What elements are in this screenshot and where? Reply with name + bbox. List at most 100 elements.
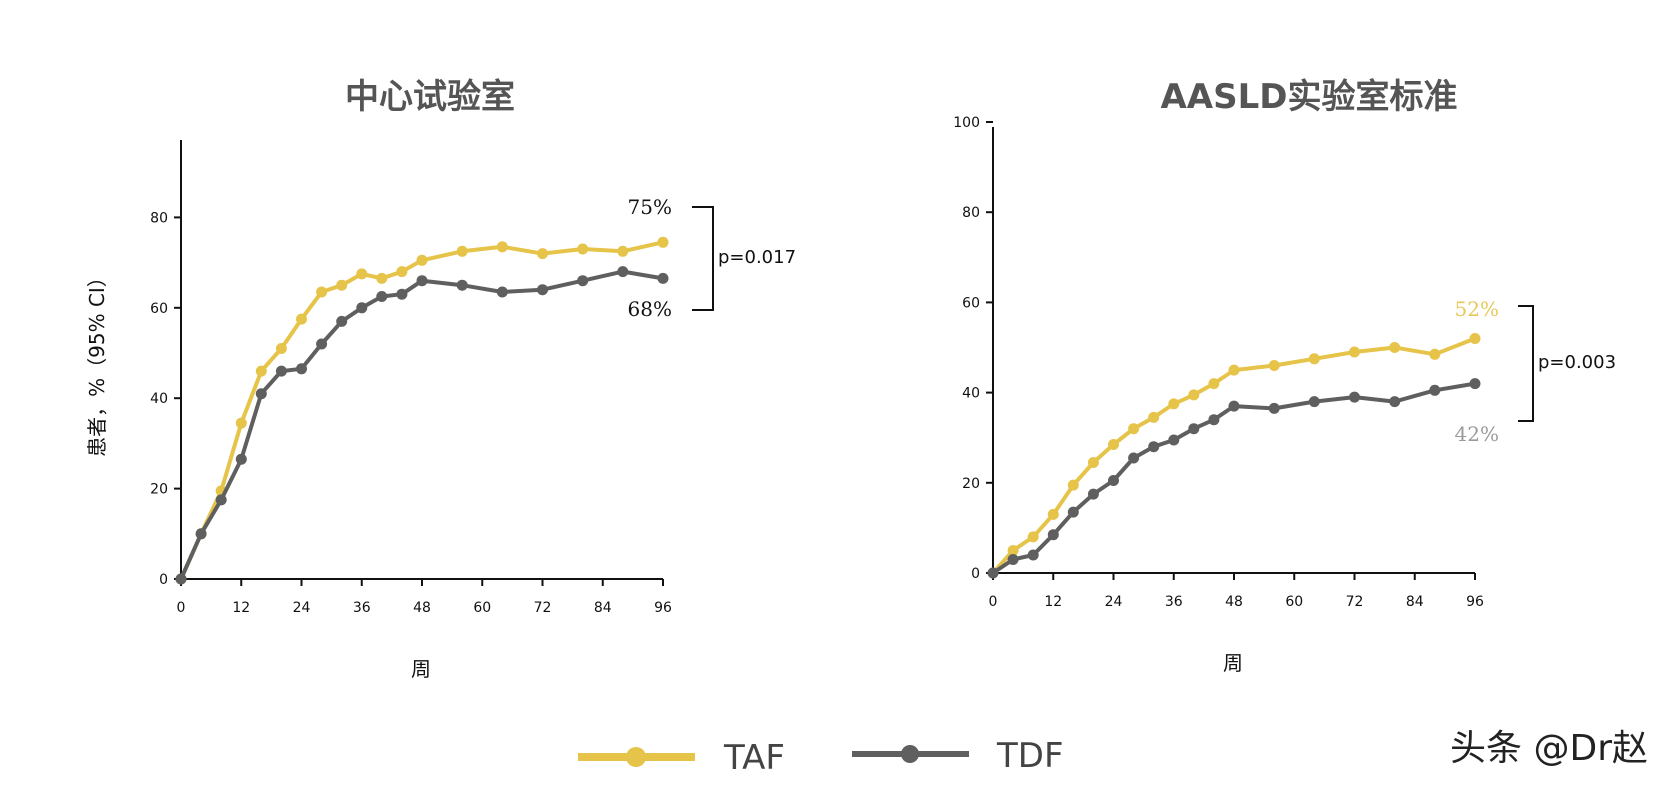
- right-significance-bracket: [1518, 305, 1534, 422]
- right-chart-title: AASLD实验室标准: [1160, 77, 1457, 117]
- right-taf-point: [1228, 364, 1240, 376]
- right-x-tick-label: 36: [1165, 594, 1183, 610]
- right-taf-point: [1308, 353, 1320, 365]
- right-taf-point: [1188, 389, 1200, 401]
- left-taf-point: [316, 286, 328, 298]
- left-taf-point: [235, 417, 247, 429]
- left-tdf-point: [396, 288, 408, 300]
- left-tdf-point: [537, 284, 548, 296]
- right-y-tick-label: 80: [962, 205, 980, 221]
- right-x-tick-label: 72: [1346, 594, 1364, 610]
- left-tdf-point: [617, 266, 629, 278]
- left-tdf-point: [215, 494, 227, 506]
- right-x-tick-label: 24: [1105, 594, 1123, 610]
- right-taf-point: [1469, 333, 1481, 344]
- right-chart: AASLD实验室标准 0 20 40 60 80 100 0 12 24 36 48 60 72 84 9…: [953, 77, 1616, 675]
- right-tdf-point: [1168, 434, 1180, 446]
- right-top-value-label: 52%: [1455, 297, 1499, 321]
- left-taf-line: [179, 240, 665, 581]
- right-tdf-line: [991, 381, 1477, 575]
- left-series-group: [175, 236, 669, 585]
- right-y-tick-label: 40: [962, 386, 980, 402]
- left-top-value-label: 75%: [628, 195, 672, 219]
- left-taf-point: [657, 236, 669, 248]
- left-taf-point: [255, 365, 267, 377]
- right-taf-point: [1027, 531, 1039, 543]
- legend-tdf-marker: [901, 745, 919, 763]
- legend-taf-label: TAF: [723, 738, 785, 778]
- right-tdf-point: [1128, 452, 1140, 464]
- right-tdf-point: [1108, 475, 1119, 486]
- left-tdf-point: [316, 338, 328, 350]
- left-tdf-point: [235, 453, 247, 465]
- left-p-value: p=0.017: [718, 247, 796, 268]
- right-taf-point: [1108, 439, 1119, 450]
- right-x-ticks: 0 12 24 36 48 60 72 84 96: [989, 573, 1484, 610]
- right-tdf-point: [1208, 414, 1220, 426]
- right-x-tick-label: 84: [1406, 594, 1424, 610]
- right-taf-point: [1148, 411, 1160, 423]
- left-tdf-point: [456, 279, 468, 291]
- right-taf-point: [1349, 346, 1360, 358]
- right-tdf-point: [1027, 549, 1039, 561]
- left-x-axis-label: 周: [411, 657, 431, 681]
- left-taf-point: [275, 343, 287, 354]
- right-tdf-point: [1308, 396, 1320, 408]
- left-x-tick-label: 12: [232, 600, 250, 616]
- right-taf-point: [1268, 360, 1280, 371]
- legend-taf-marker: [626, 747, 646, 767]
- right-tdf-point: [1429, 384, 1441, 396]
- right-y-tick-label: 0: [971, 566, 980, 582]
- right-y-tick-label: 60: [962, 295, 980, 311]
- left-tdf-point: [336, 315, 348, 327]
- left-x-tick-label: 84: [594, 600, 612, 616]
- right-y-tick-label: 20: [962, 476, 980, 492]
- left-taf-point: [396, 266, 408, 278]
- right-taf-point: [1168, 398, 1180, 410]
- right-tdf-point: [1389, 396, 1401, 408]
- left-taf-point: [577, 243, 589, 255]
- right-tdf-point: [1349, 391, 1360, 403]
- left-tdf-line: [179, 269, 665, 581]
- right-taf-point: [1007, 545, 1019, 556]
- watermark: 头条 @Dr赵: [1450, 728, 1648, 769]
- right-tdf-point: [1188, 423, 1200, 435]
- left-y-tick-label: 0: [159, 572, 168, 588]
- left-chart-title: 中心试验室: [345, 77, 515, 117]
- left-taf-point: [356, 268, 368, 280]
- right-x-axis-label: 周: [1223, 651, 1243, 675]
- left-tdf-point: [657, 272, 669, 284]
- left-y-axis-label: 患者，%（95% CI）: [85, 267, 109, 457]
- left-x-tick-label: 48: [413, 600, 431, 616]
- right-bottom-value-label: 42%: [1455, 422, 1499, 446]
- right-tdf-point: [1228, 400, 1240, 412]
- left-taf-point: [416, 254, 428, 266]
- legend-item-tdf: TDF: [852, 736, 1064, 776]
- left-taf-point: [376, 272, 388, 284]
- left-taf-point: [496, 241, 508, 253]
- left-tdf-point: [296, 363, 307, 375]
- right-p-value: p=0.003: [1538, 352, 1616, 373]
- legend-item-taf: TAF: [578, 738, 785, 778]
- right-series-group: [987, 333, 1481, 579]
- left-tdf-point: [255, 388, 267, 400]
- left-tdf-point: [356, 302, 368, 314]
- right-tdf-point: [1148, 441, 1160, 453]
- left-x-tick-label: 96: [654, 600, 672, 616]
- right-x-tick-label: 60: [1285, 594, 1303, 610]
- left-chart: 中心试验室 0 20 40 60 80 0 12 24 36 48 60 72 84 96 周 患者，%…: [85, 77, 796, 681]
- right-taf-point: [1128, 423, 1140, 435]
- left-tdf-point: [416, 275, 428, 287]
- left-x-tick-label: 0: [177, 600, 186, 616]
- right-tdf-point: [1007, 554, 1019, 565]
- left-taf-point: [296, 313, 307, 325]
- left-tdf-point: [376, 291, 388, 302]
- right-x-tick-label: 96: [1466, 594, 1484, 610]
- right-taf-point: [1087, 457, 1099, 468]
- right-tdf-point: [1268, 402, 1280, 414]
- left-x-tick-label: 24: [293, 600, 311, 616]
- left-y-tick-label: 40: [150, 391, 168, 407]
- right-tdf-point: [1047, 529, 1059, 541]
- right-taf-point: [1067, 479, 1079, 491]
